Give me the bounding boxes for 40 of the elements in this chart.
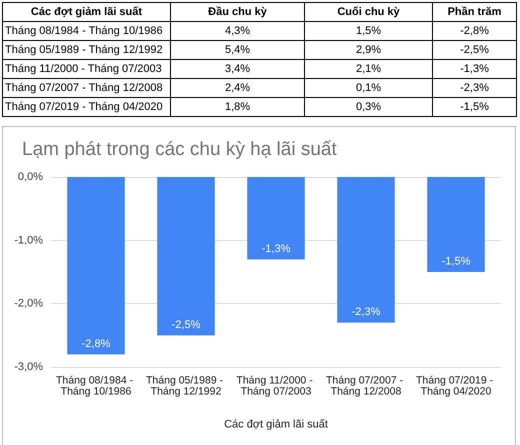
data-label: 5,4% (170, 40, 304, 60)
category-label: Tháng 11/2000 - Tháng 07/2003 (2, 60, 170, 78)
data-label: 2,9% (304, 40, 432, 60)
text: Các đợt giảm lãi suất (2, 2, 170, 22)
x-tick-label: Tháng 07/2007 - Tháng 12/2008 (326, 374, 406, 398)
y-tick-label: -1,0% (14, 234, 44, 246)
y-tick-label: 0,0% (18, 171, 44, 183)
text: Phần trăm (432, 2, 516, 22)
data-label: -1,5% (432, 98, 516, 116)
x-axis-title: Các đợt giảm lãi suất (224, 418, 328, 430)
chart-title: Lạm phát trong các chu kỳ hạ lãi suất (22, 139, 338, 160)
text: Cuối chu kỳ (304, 2, 432, 22)
data-label: -1,5% (442, 256, 471, 268)
data-label: 2,1% (304, 60, 432, 78)
x-tick-label: Tháng 05/1989 - Tháng 12/1992 (146, 374, 226, 398)
category-label: Tháng 05/1989 - Tháng 12/1992 (2, 40, 170, 60)
data-label: -2,5% (432, 40, 516, 60)
y-tick-label: -2,0% (14, 298, 44, 310)
data-label: 0,3% (304, 98, 432, 116)
x-tick-label: Tháng 08/1984 - Tháng 10/1986 (56, 374, 136, 398)
x-tick-label: Tháng 11/2000 - Tháng 07/2003 (236, 374, 316, 398)
category-label: Tháng 07/2007 - Tháng 12/2008 (2, 78, 170, 98)
data-label: 2,4% (170, 78, 304, 98)
data-label: -2,3% (432, 78, 516, 98)
x-tick-label: Tháng 07/2019 - Tháng 04/2020 (416, 374, 496, 398)
data-label: -2,8% (432, 22, 516, 40)
category-label: Tháng 08/1984 - Tháng 10/1986 (2, 22, 170, 40)
data-label: 4,3% (170, 22, 304, 40)
data-label: -1,3% (262, 242, 291, 255)
data-label: -2,8% (82, 338, 111, 350)
y-tick-label: -3,0% (14, 361, 44, 373)
data-label: 0,1% (304, 78, 432, 98)
data-label: 3,4% (170, 60, 304, 78)
data-label: -2,3% (352, 306, 381, 318)
data-label: 1,8% (170, 98, 304, 116)
category-label: Tháng 07/2019 - Tháng 04/2020 (2, 98, 170, 116)
data-label: -1,3% (432, 60, 516, 78)
data-label: 1,5% (304, 22, 432, 40)
text: Đầu chu kỳ (170, 2, 304, 22)
data-label: -2,5% (172, 318, 201, 331)
